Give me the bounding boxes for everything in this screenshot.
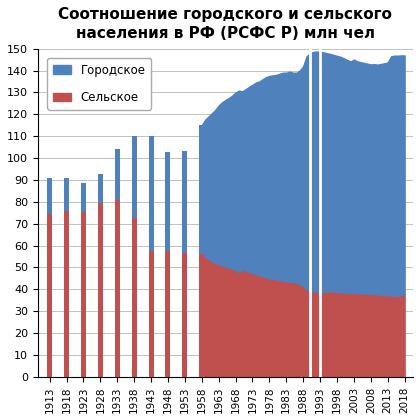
Bar <box>182 253 187 377</box>
Legend: Городское, Сельское: Городское, Сельское <box>47 58 151 110</box>
Bar <box>64 178 69 211</box>
Title: Соотношение городского и сельского
населения в РФ (РСФС Р) млн чел: Соотношение городского и сельского насел… <box>58 7 392 41</box>
Bar <box>149 136 154 251</box>
Bar <box>64 211 69 377</box>
Bar <box>98 203 103 377</box>
Bar <box>199 255 204 377</box>
Bar <box>131 136 136 218</box>
Bar <box>165 251 171 377</box>
Bar <box>165 152 171 251</box>
Bar <box>131 218 136 377</box>
Bar <box>47 178 52 215</box>
Bar <box>115 200 120 377</box>
Bar <box>98 174 103 203</box>
Bar <box>115 149 120 200</box>
Bar <box>149 251 154 377</box>
Bar <box>182 151 187 253</box>
Bar <box>199 125 204 255</box>
Bar <box>47 215 52 377</box>
Bar <box>81 212 86 377</box>
Bar <box>81 183 86 212</box>
